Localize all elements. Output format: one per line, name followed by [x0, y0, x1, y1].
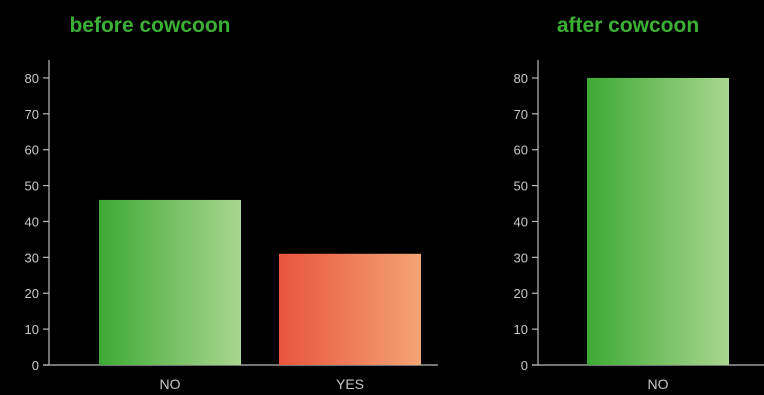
- chart-title: after cowcoon: [557, 14, 699, 37]
- y-tick-label: 40: [514, 214, 528, 229]
- x-tick-label: NO: [160, 376, 181, 392]
- y-tick-label: 0: [32, 358, 39, 373]
- y-tick-label: 80: [514, 71, 528, 86]
- x-tick-label: YES: [336, 376, 364, 392]
- bar-no: [99, 199, 241, 365]
- chart-title: before cowcoon: [69, 14, 230, 37]
- y-tick-label: 80: [25, 71, 39, 86]
- bar-no: [587, 77, 729, 366]
- chart-after-cowcoon: after cowcoon 0 10 20 30 40 50 60 70 80 NO: [514, 14, 764, 392]
- y-tick-label: 20: [25, 286, 39, 301]
- y-tick-label: 50: [25, 179, 39, 194]
- chart-before-cowcoon: before cowcoon 0 10 20 30 40 50 60 70 80 NO YES: [25, 14, 438, 392]
- bar-yes: [279, 253, 421, 365]
- y-tick-label: 70: [25, 107, 39, 122]
- y-tick-label: 10: [25, 322, 39, 337]
- y-tick-label: 20: [514, 286, 528, 301]
- y-tick-label: 30: [514, 250, 528, 265]
- y-tick-label: 50: [514, 179, 528, 194]
- y-tick-label: 30: [25, 250, 39, 265]
- y-tick-label: 0: [521, 358, 528, 373]
- y-tick-label: 40: [25, 214, 39, 229]
- x-tick-label: NO: [648, 376, 669, 392]
- y-tick-label: 10: [514, 322, 528, 337]
- y-tick-label: 70: [514, 107, 528, 122]
- y-tick-label: 60: [514, 143, 528, 158]
- y-tick-label: 60: [25, 143, 39, 158]
